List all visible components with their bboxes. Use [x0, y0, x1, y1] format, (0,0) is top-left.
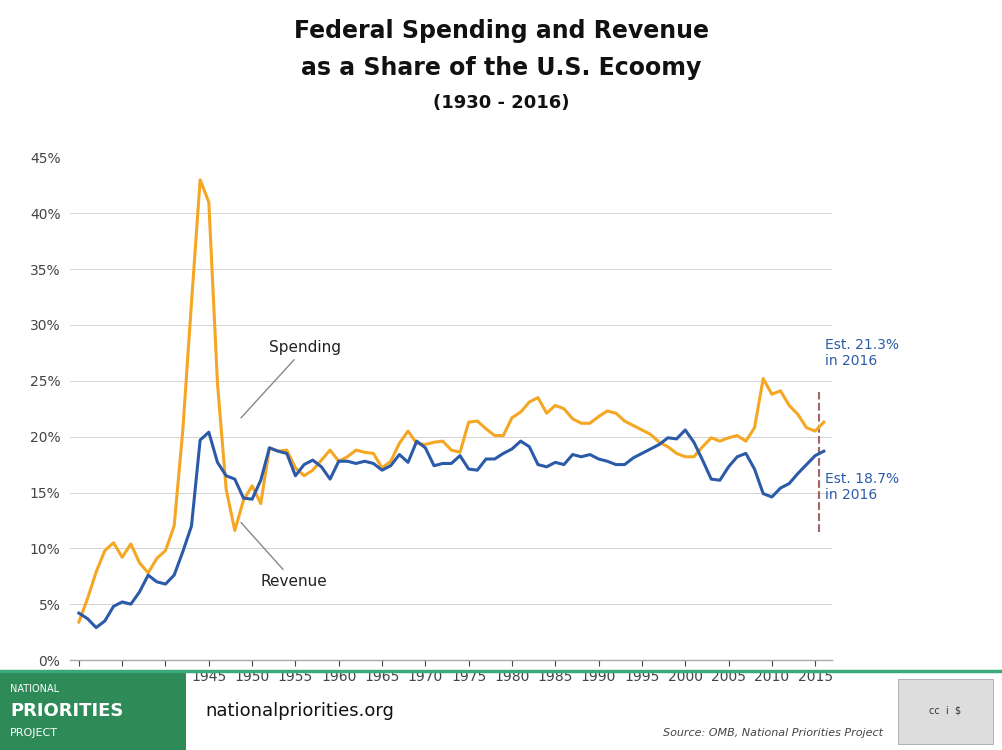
Text: Spending: Spending	[240, 340, 341, 418]
Text: Revenue: Revenue	[240, 523, 328, 590]
Text: PROJECT: PROJECT	[10, 728, 58, 738]
Text: (1930 - 2016): (1930 - 2016)	[433, 94, 569, 112]
Text: Est. 18.7%
in 2016: Est. 18.7% in 2016	[824, 472, 898, 502]
Text: Source: OMB, National Priorities Project: Source: OMB, National Priorities Project	[662, 728, 882, 738]
Text: as a Share of the U.S. Ecoomy: as a Share of the U.S. Ecoomy	[301, 56, 701, 80]
Text: Federal Spending and Revenue: Federal Spending and Revenue	[294, 19, 708, 43]
Text: Est. 21.3%
in 2016: Est. 21.3% in 2016	[824, 338, 898, 368]
Text: PRIORITIES: PRIORITIES	[10, 702, 123, 720]
FancyBboxPatch shape	[0, 671, 185, 750]
Text: cc  i  $: cc i $	[928, 706, 960, 716]
FancyBboxPatch shape	[897, 680, 992, 744]
Text: nationalpriorities.org: nationalpriorities.org	[205, 702, 394, 720]
Text: NATIONAL: NATIONAL	[10, 683, 59, 694]
